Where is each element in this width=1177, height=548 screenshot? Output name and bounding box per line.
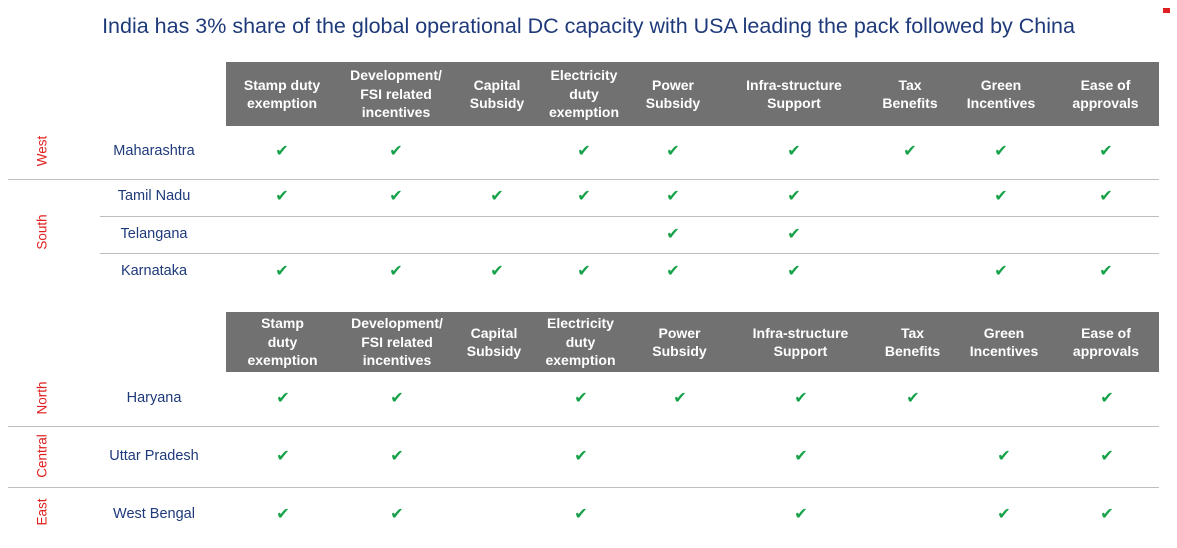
column-header: Infra-structure Support xyxy=(752,324,849,360)
state-name: Tamil Nadu xyxy=(117,188,191,204)
column-header: Ease of approvals xyxy=(1072,324,1140,360)
check-icon: ✔ xyxy=(577,188,591,205)
column-header: Capital Subsidy xyxy=(466,324,522,360)
column-header: Stamp duty exemption xyxy=(243,76,321,112)
check-icon: ✔ xyxy=(906,390,920,407)
check-icon: ✔ xyxy=(994,263,1008,280)
check-icon: ✔ xyxy=(787,226,801,243)
column-header: Power Subsidy xyxy=(652,324,707,360)
check-icon: ✔ xyxy=(574,448,588,465)
region-label: South xyxy=(34,214,50,250)
check-icon: ✔ xyxy=(1100,390,1114,407)
check-icon: ✔ xyxy=(1099,263,1113,280)
state-name: Maharashtra xyxy=(113,143,195,159)
check-icon: ✔ xyxy=(666,143,680,160)
check-icon: ✔ xyxy=(903,143,917,160)
check-icon: ✔ xyxy=(666,263,680,280)
column-header: Ease of approvals xyxy=(1072,76,1139,112)
check-icon: ✔ xyxy=(490,263,504,280)
region-label: West xyxy=(34,135,50,167)
check-icon: ✔ xyxy=(276,390,290,407)
check-icon: ✔ xyxy=(389,263,403,280)
column-header: Tax Benefits xyxy=(884,324,941,360)
region-label: Central xyxy=(34,434,50,478)
state-name: Haryana xyxy=(126,390,182,406)
page-title: India has 3% share of the global operati… xyxy=(102,14,1075,38)
check-icon: ✔ xyxy=(1100,448,1114,465)
check-icon: ✔ xyxy=(275,188,289,205)
check-icon: ✔ xyxy=(390,390,404,407)
header-row-top: Stamp duty exemption Development/ FSI rel… xyxy=(226,62,1159,126)
check-icon: ✔ xyxy=(577,263,591,280)
corner-accent-mark xyxy=(1163,8,1170,13)
check-icon: ✔ xyxy=(275,263,289,280)
column-header: Development/ FSI related incentives xyxy=(351,315,443,369)
state-name: Uttar Pradesh xyxy=(109,448,199,464)
column-header: Electricity duty exemption xyxy=(545,315,616,369)
check-icon: ✔ xyxy=(1099,188,1113,205)
check-icon: ✔ xyxy=(390,448,404,465)
check-icon: ✔ xyxy=(490,188,504,205)
state-name: West Bengal xyxy=(113,506,195,522)
column-header: Power Subsidy xyxy=(645,76,701,112)
check-icon: ✔ xyxy=(574,390,588,407)
check-icon: ✔ xyxy=(389,188,403,205)
column-header: Green Incentives xyxy=(966,76,1036,112)
check-icon: ✔ xyxy=(574,506,588,523)
row-separator xyxy=(8,487,1159,488)
check-icon: ✔ xyxy=(389,143,403,160)
state-name: Telangana xyxy=(120,226,188,242)
check-icon: ✔ xyxy=(666,226,680,243)
region-label: East xyxy=(34,498,50,526)
check-icon: ✔ xyxy=(787,143,801,160)
region-label: North xyxy=(34,381,50,415)
check-icon: ✔ xyxy=(994,143,1008,160)
check-icon: ✔ xyxy=(794,448,808,465)
check-icon: ✔ xyxy=(1100,506,1114,523)
check-icon: ✔ xyxy=(997,448,1011,465)
row-separator xyxy=(100,216,1159,217)
column-header: Green Incentives xyxy=(969,324,1039,360)
column-header: Stamp duty exemption xyxy=(247,315,318,369)
row-separator xyxy=(8,179,1159,180)
check-icon: ✔ xyxy=(577,143,591,160)
check-icon: ✔ xyxy=(666,188,680,205)
column-header: Development/ FSI related incentives xyxy=(350,67,442,121)
column-header: Tax Benefits xyxy=(882,76,938,112)
row-separator xyxy=(100,253,1159,254)
header-row-bottom: Stamp duty exemption Development/ FSI rel… xyxy=(226,312,1159,372)
check-icon: ✔ xyxy=(794,390,808,407)
check-icon: ✔ xyxy=(1099,143,1113,160)
check-icon: ✔ xyxy=(276,506,290,523)
check-icon: ✔ xyxy=(673,390,687,407)
check-icon: ✔ xyxy=(997,506,1011,523)
column-header: Capital Subsidy xyxy=(469,76,525,112)
check-icon: ✔ xyxy=(787,188,801,205)
column-header: Infra-structure Support xyxy=(746,76,842,112)
check-icon: ✔ xyxy=(794,506,808,523)
check-icon: ✔ xyxy=(787,263,801,280)
check-icon: ✔ xyxy=(994,188,1008,205)
state-name: Karnataka xyxy=(120,263,188,279)
column-header: Electricity duty exemption xyxy=(548,67,619,121)
check-icon: ✔ xyxy=(390,506,404,523)
check-icon: ✔ xyxy=(276,448,290,465)
row-separator xyxy=(8,426,1159,427)
check-icon: ✔ xyxy=(275,143,289,160)
